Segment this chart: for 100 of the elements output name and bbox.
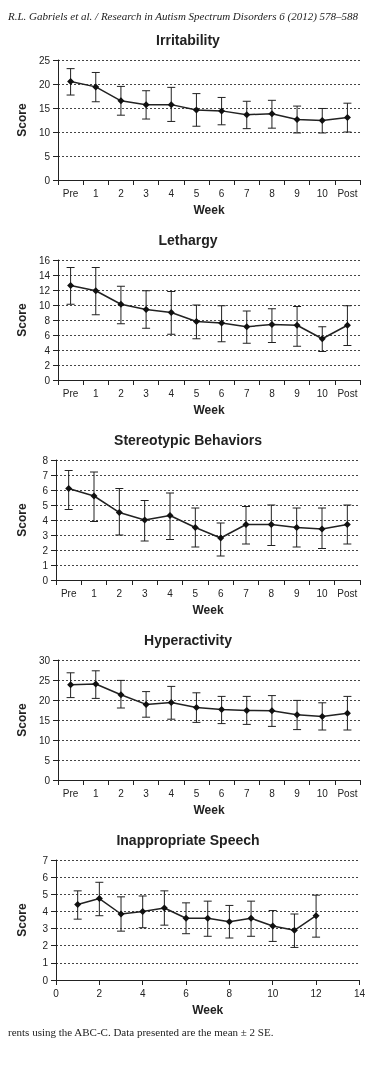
x-tick-label: 5 xyxy=(193,787,200,799)
point xyxy=(243,323,251,331)
x-axis-title: Week xyxy=(193,403,225,417)
x-tick-label: Pre xyxy=(60,587,77,599)
x-tick-label: 6 xyxy=(218,787,225,799)
y-tick-label: 5 xyxy=(42,888,49,900)
y-tick-label: 1 xyxy=(42,957,49,969)
x-tick-label: 4 xyxy=(168,187,175,199)
y-tick-label: 5 xyxy=(44,150,51,162)
y-tick-label: 20 xyxy=(38,78,51,90)
point xyxy=(318,116,326,124)
point xyxy=(247,914,255,922)
y-tick-label: 5 xyxy=(42,499,49,511)
y-tick-label: 6 xyxy=(42,484,49,496)
y-tick-label: 4 xyxy=(42,905,49,917)
point xyxy=(191,524,199,531)
point xyxy=(117,910,125,918)
x-tick-label: 0 xyxy=(53,987,60,999)
x-tick-label: 8 xyxy=(269,787,276,799)
y-axis-title: Score xyxy=(15,103,29,137)
point xyxy=(243,706,251,714)
point xyxy=(167,101,175,109)
x-tick-label: 9 xyxy=(293,587,300,599)
y-tick-label: 8 xyxy=(42,454,49,466)
point xyxy=(269,922,277,930)
x-tick-label: 10 xyxy=(316,787,329,799)
x-tick-label: 2 xyxy=(116,587,123,599)
y-tick-label: 12 xyxy=(38,284,51,296)
point xyxy=(218,107,226,115)
x-tick-label: Pre xyxy=(62,387,79,399)
x-tick-label: 1 xyxy=(92,187,99,199)
text: rents using the ABC-C. Data presented are the mean ± 2 SE. xyxy=(8,1025,275,1040)
point xyxy=(92,83,100,91)
point xyxy=(293,711,301,719)
point xyxy=(243,111,251,119)
x-tick-label: 8 xyxy=(226,987,233,999)
point xyxy=(67,282,75,289)
point xyxy=(242,521,250,528)
point xyxy=(293,116,301,124)
x-tick-label: 7 xyxy=(243,587,250,599)
x-tick-label: 3 xyxy=(141,587,148,599)
y-tick-label: 6 xyxy=(44,329,51,341)
point xyxy=(343,521,351,528)
x-tick-label: 9 xyxy=(294,787,301,799)
x-tick-label: Post xyxy=(337,187,358,199)
x-tick-label: 6 xyxy=(183,987,190,999)
x-tick-label: 2 xyxy=(96,987,103,999)
point xyxy=(290,926,298,934)
y-tick-label: 0 xyxy=(44,774,51,786)
point xyxy=(67,681,75,689)
y-tick-label: 10 xyxy=(38,126,51,138)
point xyxy=(142,700,150,708)
x-tick-label: Post xyxy=(337,587,358,599)
x-tick-label: 5 xyxy=(192,587,199,599)
x-tick-label: 5 xyxy=(193,387,200,399)
y-tick-label: 0 xyxy=(42,574,49,586)
point xyxy=(117,691,125,699)
point xyxy=(218,319,226,327)
x-axis-title: Week xyxy=(192,603,224,617)
x-tick-label: Post xyxy=(337,787,358,799)
x-tick-label: 7 xyxy=(243,187,250,199)
chart-title: Stereotypic Behaviors xyxy=(114,432,263,448)
y-tick-label: 1 xyxy=(42,559,49,571)
point xyxy=(318,712,326,720)
y-tick-label: 2 xyxy=(42,544,49,556)
y-tick-label: 8 xyxy=(44,314,51,326)
x-tick-label: 10 xyxy=(316,187,329,199)
point xyxy=(318,525,326,533)
y-tick-label: 30 xyxy=(38,654,51,666)
y-tick-label: 3 xyxy=(42,529,49,541)
x-tick-label: 10 xyxy=(267,987,279,999)
point xyxy=(312,912,320,920)
text: R.L. Gabriels et al. / Research in Autism Spectrum Disorders 6 (2012) 578–588 xyxy=(8,9,360,24)
y-tick-label: 25 xyxy=(38,54,51,66)
point xyxy=(204,914,212,922)
x-tick-label: 7 xyxy=(243,787,250,799)
point xyxy=(142,101,150,109)
y-tick-label: 4 xyxy=(44,344,51,356)
x-tick-label: 2 xyxy=(118,387,125,399)
point xyxy=(293,524,301,531)
point xyxy=(141,516,149,524)
point xyxy=(225,918,233,926)
point xyxy=(117,300,125,308)
y-tick-label: 10 xyxy=(38,299,51,311)
x-tick-label: Pre xyxy=(62,787,79,799)
point xyxy=(142,306,150,313)
point xyxy=(160,904,168,912)
x-tick-label: 2 xyxy=(118,787,125,799)
x-tick-label: 8 xyxy=(268,587,275,599)
x-tick-label: 5 xyxy=(193,187,200,199)
chart-title: Hyperactivity xyxy=(144,632,233,648)
x-tick-label: 7 xyxy=(243,387,250,399)
x-tick-label: 2 xyxy=(118,187,125,199)
point xyxy=(167,309,175,316)
x-tick-label: Post xyxy=(337,387,358,399)
point xyxy=(268,707,276,715)
y-axis-title: Score xyxy=(15,503,29,537)
y-tick-label: 14 xyxy=(38,269,51,281)
point xyxy=(67,78,75,86)
x-tick-label: Pre xyxy=(62,187,79,199)
